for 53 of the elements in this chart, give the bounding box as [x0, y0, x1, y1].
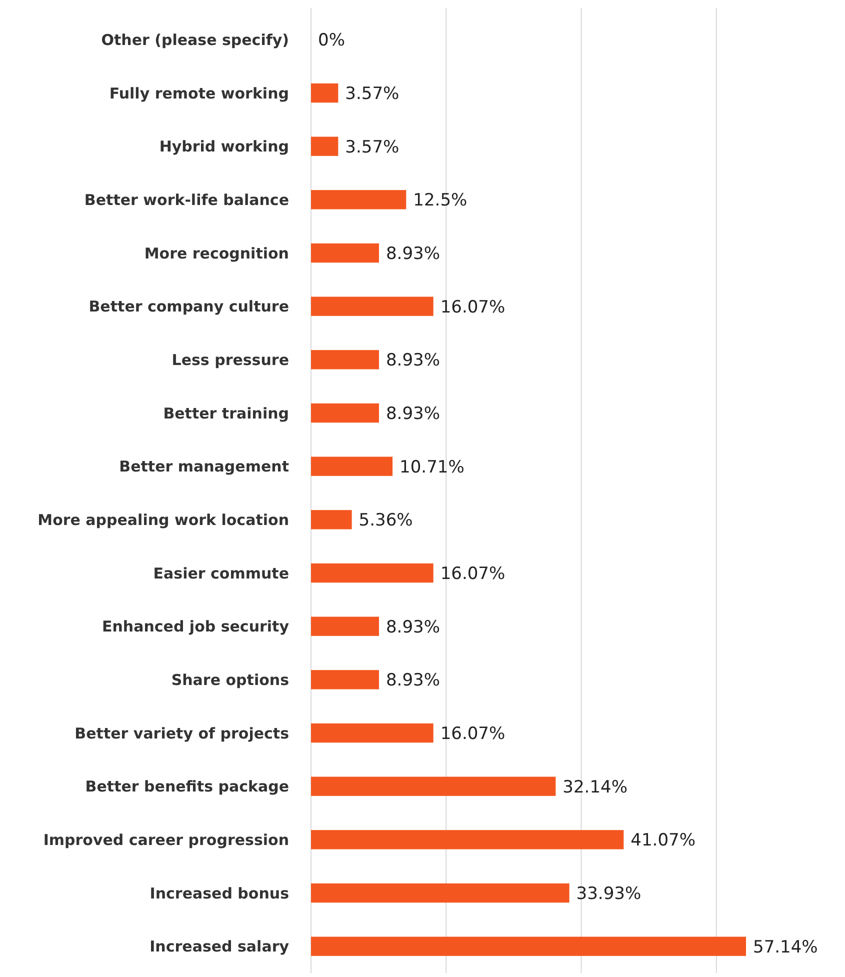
bar — [311, 403, 379, 423]
bar — [311, 616, 379, 636]
bar — [311, 456, 393, 476]
y-tick-label: Easier commute — [153, 564, 289, 582]
y-tick-label: Better variety of projects — [74, 724, 290, 742]
y-tick-label: Better management — [119, 458, 289, 476]
data-label: 16.07% — [440, 564, 506, 584]
bar — [311, 136, 338, 156]
bar — [311, 723, 434, 743]
data-label: 16.07% — [440, 724, 506, 744]
data-label: 33.93% — [576, 884, 642, 904]
y-tick-label: Better work-life balance — [84, 190, 289, 209]
y-tick-label: Better training — [163, 404, 289, 422]
data-label: 16.07% — [440, 297, 506, 318]
bar — [311, 563, 434, 583]
bar — [311, 510, 352, 530]
y-tick-label: Better company culture — [88, 298, 289, 316]
data-label: 8.93% — [386, 670, 440, 691]
y-tick-label: Enhanced job security — [102, 618, 290, 636]
data-label: 32.14% — [562, 777, 628, 798]
y-tick-label: Fully remote working — [109, 84, 289, 102]
data-label: 8.93% — [386, 404, 440, 424]
data-label: 10.71% — [400, 457, 464, 478]
bar — [311, 83, 338, 103]
bar — [311, 830, 624, 850]
y-tick-label: Share options — [171, 670, 290, 689]
data-label: 5.36% — [358, 510, 413, 531]
bar — [311, 883, 570, 903]
y-tick-label: Hybrid working — [159, 138, 289, 156]
data-label: 41.07% — [630, 830, 696, 851]
y-tick-label: Increased salary — [150, 938, 290, 956]
data-label: 3.57% — [345, 137, 400, 158]
y-tick-label: Improved career progression — [43, 830, 289, 849]
bar — [311, 936, 746, 956]
y-tick-label: Other (please specify) — [101, 30, 289, 49]
bar — [311, 670, 379, 690]
bar — [311, 350, 379, 370]
y-tick-label: More appealing work location — [38, 510, 289, 529]
data-label: 12.5% — [413, 190, 468, 211]
data-label: 8.93% — [386, 244, 440, 264]
y-tick-label: Better benefits package — [85, 778, 289, 796]
bar — [311, 776, 556, 796]
data-label: 3.57% — [345, 84, 400, 104]
data-label: 57.14% — [753, 937, 818, 958]
bar — [311, 190, 406, 210]
data-label: 8.93% — [386, 350, 440, 371]
y-tick-label: Less pressure — [172, 350, 289, 369]
bar — [311, 296, 434, 316]
data-label: 8.93% — [386, 617, 440, 638]
data-label: 0% — [318, 30, 345, 51]
y-tick-label: Increased bonus — [150, 884, 290, 902]
bar — [311, 243, 379, 263]
y-tick-label: More recognition — [144, 244, 289, 262]
